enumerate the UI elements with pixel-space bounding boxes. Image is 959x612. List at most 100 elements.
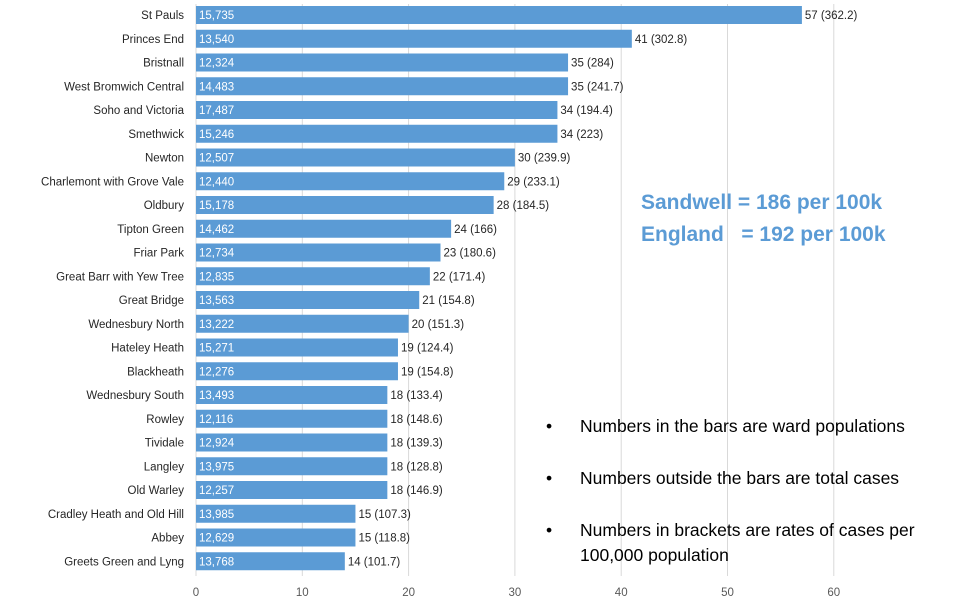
category-label: Princes End — [122, 34, 184, 46]
category-label: Blackheath — [127, 366, 184, 378]
population-label: 13,768 — [199, 556, 234, 568]
x-tick-label: 10 — [296, 587, 309, 599]
x-tick-label: 30 — [509, 587, 522, 599]
category-label: Great Barr with Yew Tree — [56, 271, 184, 283]
bar — [196, 53, 569, 72]
population-label: 12,629 — [199, 533, 234, 545]
cases-rate-label: 35 (284) — [571, 58, 614, 70]
population-label: 12,116 — [199, 414, 233, 426]
category-label: Oldbury — [144, 200, 185, 212]
cases-rate-label: 24 (166) — [454, 224, 497, 236]
bar — [196, 528, 356, 547]
summary-rates: Sandwell = 186 per 100k England = 192 per… — [641, 187, 886, 251]
x-axis-ticks: 0 10 20 30 40 50 60 — [193, 587, 840, 599]
category-label: Abbey — [151, 533, 184, 545]
population-label: 12,440 — [199, 176, 234, 188]
cases-rate-label: 19 (124.4) — [401, 343, 454, 355]
cases-rate-label: 15 (118.8) — [358, 533, 410, 545]
bar — [196, 433, 388, 452]
bar — [196, 219, 452, 238]
category-label: St Pauls — [141, 10, 184, 22]
x-tick-label: 60 — [827, 587, 840, 599]
population-label: 12,507 — [199, 153, 234, 165]
gridlines — [195, 4, 835, 576]
category-label: Old Warley — [128, 485, 185, 497]
population-label: 15,178 — [199, 200, 234, 212]
cases-rate-label: 29 (233.1) — [507, 176, 560, 188]
cases-rate-label: 18 (146.9) — [390, 485, 443, 497]
category-label: Soho and Victoria — [93, 105, 184, 117]
cases-rate-label: 21 (154.8) — [422, 295, 475, 307]
sandwell-rate: Sandwell = 186 per 100k — [641, 191, 883, 214]
chart-notes: Numbers in the bars are ward populations… — [546, 414, 956, 595]
category-label: Smethwick — [128, 129, 184, 141]
category-label: Cradley Heath and Old Hill — [48, 509, 184, 521]
population-label: 12,324 — [199, 58, 235, 70]
category-label: Great Bridge — [119, 295, 184, 307]
population-label: 15,246 — [199, 129, 234, 141]
note-total-cases: Numbers outside the bars are total cases — [546, 466, 956, 491]
cases-rate-label: 57 (362.2) — [805, 10, 858, 22]
population-label: 13,985 — [199, 509, 234, 521]
cases-rate-label: 34 (194.4) — [560, 105, 613, 117]
cases-rate-label: 41 (302.8) — [635, 34, 688, 46]
cases-rate-label: 30 (239.9) — [518, 153, 571, 165]
population-label: 13,222 — [199, 319, 234, 331]
population-label: 14,462 — [199, 224, 234, 236]
population-label: 17,487 — [199, 105, 234, 117]
category-label: Newton — [145, 153, 184, 165]
category-label: Tipton Green — [117, 224, 184, 236]
x-tick-label: 0 — [193, 587, 199, 599]
bar — [196, 267, 430, 286]
bar — [196, 386, 388, 404]
bar — [196, 29, 632, 48]
population-label: 12,276 — [199, 366, 234, 378]
category-label: Tividale — [145, 438, 184, 450]
population-label: 12,924 — [199, 438, 235, 450]
bar — [196, 314, 409, 333]
cases-rate-label: 23 (180.6) — [443, 248, 496, 260]
cases-rate-label: 18 (133.4) — [390, 390, 443, 402]
category-label: West Bromwich Central — [64, 81, 184, 93]
x-tick-label: 20 — [402, 587, 415, 599]
cases-rate-label: 18 (128.8) — [390, 461, 443, 473]
bar — [196, 172, 505, 191]
cases-rate-label: 19 (154.8) — [401, 366, 454, 378]
category-label: Rowley — [146, 414, 184, 426]
cases-rate-label: 14 (101.7) — [348, 556, 401, 568]
population-label: 13,563 — [199, 295, 234, 307]
category-label: Langley — [144, 461, 185, 473]
bar — [196, 124, 558, 143]
note-populations: Numbers in the bars are ward populations — [546, 414, 956, 439]
cases-rate-label: 15 (107.3) — [358, 509, 411, 521]
note-rates: Numbers in brackets are rates of cases p… — [546, 518, 956, 568]
category-label: Wednesbury North — [88, 319, 184, 331]
population-label: 15,271 — [199, 343, 234, 355]
population-label: 14,483 — [199, 81, 234, 93]
bar — [196, 481, 388, 499]
category-label: Greets Green and Lyng — [64, 556, 184, 568]
bar — [196, 243, 441, 262]
category-label: Hateley Heath — [111, 343, 184, 355]
category-label: Bristnall — [143, 58, 184, 70]
cases-rate-label: 18 (139.3) — [390, 438, 443, 450]
bar — [196, 196, 494, 214]
bar — [196, 409, 388, 428]
bar — [196, 338, 398, 357]
category-label: Friar Park — [134, 248, 185, 260]
population-label: 15,735 — [199, 10, 234, 22]
bar — [196, 457, 388, 476]
cases-rate-label: 22 (171.4) — [433, 271, 486, 283]
bar — [196, 362, 398, 381]
bars: 15,735 57 (362.2) 13,540 41 (302.8) 12,324 35… — [196, 6, 858, 571]
population-label: 13,493 — [199, 390, 234, 402]
bar — [196, 291, 420, 309]
population-label: 13,975 — [199, 461, 234, 473]
population-label: 12,734 — [199, 248, 235, 260]
x-tick-label: 50 — [721, 587, 734, 599]
bar — [196, 101, 558, 119]
cases-rate-label: 34 (223) — [560, 129, 603, 141]
bar — [196, 148, 515, 167]
cases-rate-label: 18 (148.6) — [390, 414, 443, 426]
